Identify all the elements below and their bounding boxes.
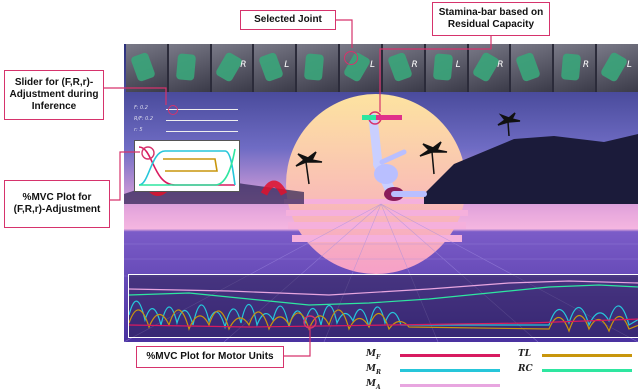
- thumbnail-letter: L: [455, 60, 461, 70]
- legend-swatch: [400, 369, 500, 372]
- pose-thumbnail[interactable]: R: [211, 44, 253, 92]
- pose-thumbnail[interactable]: R: [554, 44, 596, 92]
- mvc-plot-frr-graphic: [138, 146, 236, 186]
- mvc-plot-frr: [134, 140, 240, 192]
- slider-label-rf: R/F: 0.2: [134, 116, 154, 122]
- pose-thumbnail[interactable]: L: [340, 44, 381, 92]
- legend-subscript: A: [375, 383, 381, 391]
- humanoid-figure: [368, 113, 427, 201]
- slider-panel[interactable]: F: 0.2 R/F: 0.2 r: 5: [134, 105, 244, 139]
- callout-stamina-bar: Stamina-bar based on Residual Capacity: [432, 2, 550, 36]
- legend-symbol: M: [366, 379, 376, 389]
- mvc-plot-motor-graphic: [128, 280, 638, 333]
- thumbnail-letter: L: [369, 60, 375, 70]
- callout-mvc-plot-motor: %MVC Plot for Motor Units: [136, 346, 284, 368]
- slider-label-f: F: 0.2: [134, 105, 148, 111]
- pose-thumbnail[interactable]: R: [382, 44, 424, 92]
- slider-track-rf[interactable]: [166, 120, 238, 121]
- legend-symbol: M: [366, 349, 376, 359]
- callout-mvc-plot-frr: %MVC Plot for (F,R,r)-Adjustment: [4, 180, 110, 228]
- legend-subscript: R: [375, 368, 381, 376]
- pose-thumbnail[interactable]: [168, 44, 210, 92]
- slider-handle-marker[interactable]: [168, 105, 178, 115]
- legend: MF MR MA TL RC: [358, 346, 638, 391]
- thumbnail-letter: R: [582, 60, 590, 70]
- thumbnail-letter: R: [411, 60, 418, 70]
- slider-track-r[interactable]: [166, 131, 238, 132]
- legend-symbol: TL: [518, 349, 532, 359]
- thumbnail-letter: L: [626, 60, 632, 70]
- pose-thumbnail[interactable]: [297, 44, 339, 92]
- thumbnail-letter: R: [497, 60, 504, 70]
- pose-thumbnail[interactable]: R: [468, 44, 510, 92]
- mvc-plot-motor-units: [128, 274, 638, 338]
- legend-subscript: F: [375, 353, 381, 361]
- palm-trees: [295, 112, 521, 185]
- callout-slider: Slider for (F,R,r)-Adjustment during Inf…: [4, 70, 104, 120]
- pose-thumbnail[interactable]: [511, 44, 553, 92]
- slider-track-f[interactable]: [166, 109, 238, 110]
- red-effect-mid: [260, 180, 288, 196]
- slider-label-r: r: 5: [134, 127, 143, 133]
- stamina-bar: [362, 115, 402, 120]
- mountain-right: [424, 134, 638, 204]
- grid-floor: [124, 203, 638, 342]
- legend-symbol: RC: [518, 364, 533, 374]
- thumbnail-letter: R: [240, 60, 247, 70]
- legend-label: TL: [518, 349, 531, 359]
- legend-label: MA: [366, 379, 381, 391]
- callout-selected-joint: Selected Joint: [240, 10, 336, 30]
- pose-thumbnail[interactable]: L: [254, 44, 296, 92]
- selected-joint-ring: [344, 51, 359, 65]
- legend-swatch: [542, 369, 632, 372]
- pose-thumbnail[interactable]: L: [597, 44, 638, 92]
- legend-symbol: M: [366, 364, 376, 374]
- pose-thumbnail[interactable]: L: [425, 44, 467, 92]
- legend-swatch: [542, 354, 632, 357]
- legend-label: RC: [518, 364, 533, 374]
- thumbnail-letter: L: [284, 60, 290, 70]
- legend-swatch: [400, 354, 500, 357]
- legend-swatch: [400, 384, 500, 387]
- legend-label: MF: [366, 349, 380, 361]
- legend-label: MR: [366, 364, 381, 376]
- pose-thumbnail[interactable]: [126, 44, 167, 92]
